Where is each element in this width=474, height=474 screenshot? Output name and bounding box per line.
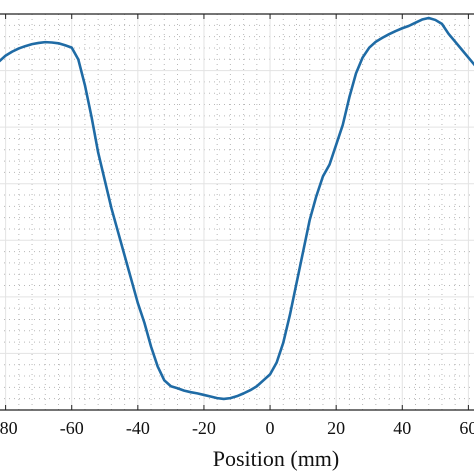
chart-axes [0, 13, 474, 411]
x-axis-label: Position (mm) [213, 446, 340, 471]
minor-grid [0, 14, 474, 410]
x-axis-ticks: -80 -60 -40 -20 0 20 40 60 [0, 14, 474, 438]
x-tick-label: 0 [266, 418, 275, 438]
series-line-0 [0, 16, 474, 401]
series-group [0, 16, 474, 401]
x-tick-label: -20 [192, 418, 216, 438]
x-tick-label: 20 [327, 418, 345, 438]
x-tick-label: -80 [0, 418, 18, 438]
x-tick-label: 60 [459, 418, 474, 438]
x-tick-label: 40 [393, 418, 411, 438]
x-tick-label: -60 [60, 418, 84, 438]
x-tick-label: -40 [126, 418, 150, 438]
major-grid [0, 14, 474, 410]
